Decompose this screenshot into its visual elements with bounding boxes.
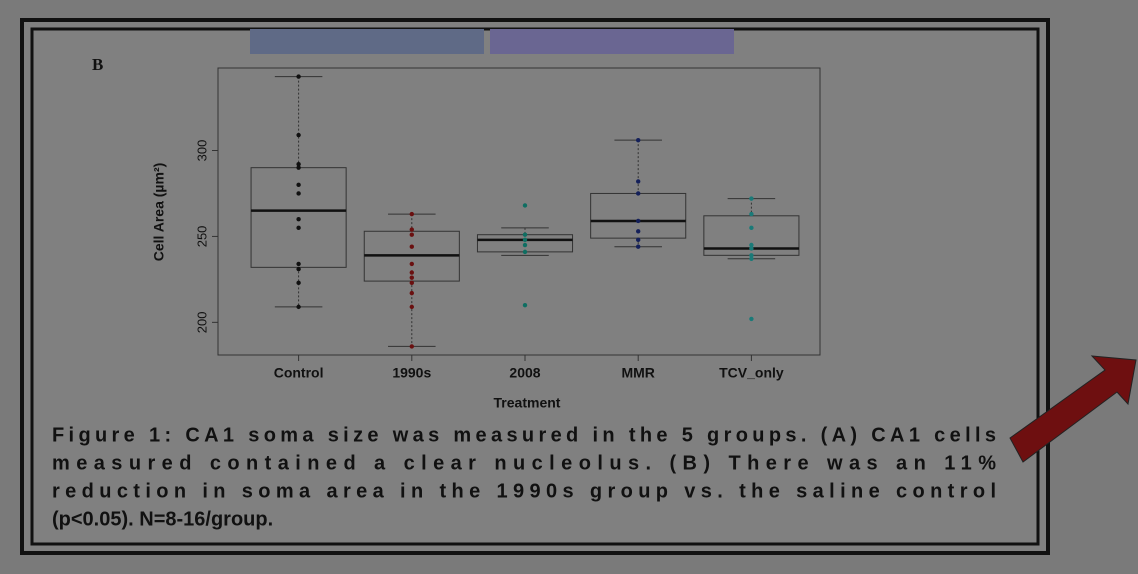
data-point	[522, 237, 528, 243]
x-tick-label: Control	[274, 365, 324, 381]
data-point	[409, 275, 414, 280]
data-point	[749, 316, 754, 322]
data-point	[409, 227, 414, 232]
data-point	[749, 246, 754, 251]
data-point	[636, 244, 641, 249]
image-a	[250, 29, 484, 54]
data-point	[409, 290, 414, 296]
caption-line: Figure 1: CA1 soma size was measured in …	[52, 424, 996, 446]
data-point	[409, 261, 414, 267]
data-point	[296, 165, 301, 170]
outer-frame	[20, 18, 1050, 555]
data-point	[636, 218, 641, 224]
caption-line: (p<0.05). N=8-16/group.	[52, 508, 273, 530]
data-point	[409, 344, 414, 349]
data-point	[522, 302, 528, 308]
data-point	[296, 182, 301, 188]
data-point	[749, 225, 754, 231]
data-point	[636, 137, 641, 143]
x-tick-label: TCV_only	[719, 365, 784, 381]
data-point	[296, 191, 301, 196]
data-point	[522, 249, 528, 255]
data-point	[296, 217, 301, 222]
y-tick-label: 200	[194, 311, 209, 333]
arrow	[1009, 355, 1137, 463]
x-axis-label: Treatment	[494, 395, 561, 411]
y-tick-label: 300	[194, 140, 209, 162]
data-point	[749, 256, 754, 261]
data-point	[296, 132, 301, 138]
data-point	[409, 304, 414, 310]
data-point	[296, 266, 301, 272]
data-point	[636, 179, 641, 184]
y-axis-label: Cell Area (µm²)	[151, 163, 167, 262]
data-point	[296, 304, 301, 310]
data-point	[749, 253, 754, 258]
data-point	[409, 232, 414, 237]
y-tick-label: 250	[194, 226, 209, 248]
data-point	[522, 242, 528, 248]
data-point	[522, 232, 528, 237]
data-point	[636, 229, 641, 234]
x-tick-label: 1990s	[392, 365, 431, 381]
data-point	[409, 280, 414, 286]
data-point	[409, 270, 414, 275]
caption-line: reduction in soma area in the 1990s grou…	[52, 480, 996, 502]
data-point	[296, 261, 301, 267]
data-point	[522, 203, 528, 208]
data-point	[296, 74, 301, 79]
data-point	[749, 242, 754, 248]
panel-label: B	[92, 55, 103, 74]
data-point	[296, 162, 301, 167]
data-point	[749, 211, 754, 217]
data-point	[409, 244, 414, 249]
data-point	[409, 211, 414, 217]
data-point	[296, 280, 301, 286]
x-tick-label: 2008	[509, 365, 540, 381]
data-point	[749, 196, 754, 201]
data-point	[636, 191, 641, 196]
plot-frame	[217, 67, 821, 356]
data-point	[296, 225, 301, 231]
data-point	[636, 237, 641, 243]
image-a2	[490, 29, 734, 54]
x-tick-label: MMR	[621, 365, 654, 381]
